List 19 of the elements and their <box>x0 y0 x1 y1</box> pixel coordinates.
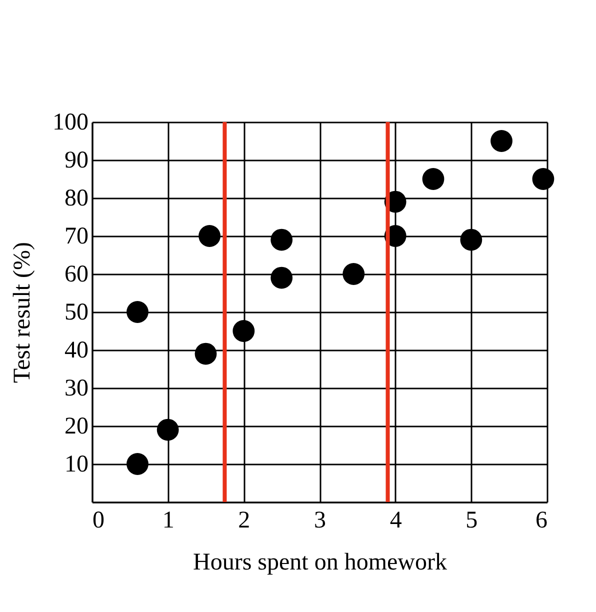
x-axis-title: Hours spent on homework <box>193 550 447 576</box>
y-tick-label: 70 <box>64 224 88 250</box>
y-tick-label: 10 <box>64 452 88 478</box>
y-tick-label: 100 <box>52 110 88 136</box>
y-tick-label: 80 <box>64 186 88 212</box>
x-tick-label: 4 <box>390 508 402 534</box>
y-tick-label: 60 <box>64 262 88 288</box>
x-tick-label: 3 <box>314 508 326 534</box>
y-tick-label: 40 <box>64 338 88 364</box>
y-tick-label: 50 <box>64 300 88 326</box>
y-tick-label: 90 <box>64 148 88 174</box>
y-tick-label: 30 <box>64 376 88 402</box>
x-tick-label: 2 <box>238 508 250 534</box>
x-tick-label: 6 <box>536 508 548 534</box>
x-tick-label: 1 <box>162 508 174 534</box>
x-tick-label: 0 <box>92 508 104 534</box>
y-axis-title: Test result (%) <box>10 242 36 383</box>
y-tick-label: 20 <box>64 414 88 440</box>
x-tick-label: 5 <box>466 508 478 534</box>
